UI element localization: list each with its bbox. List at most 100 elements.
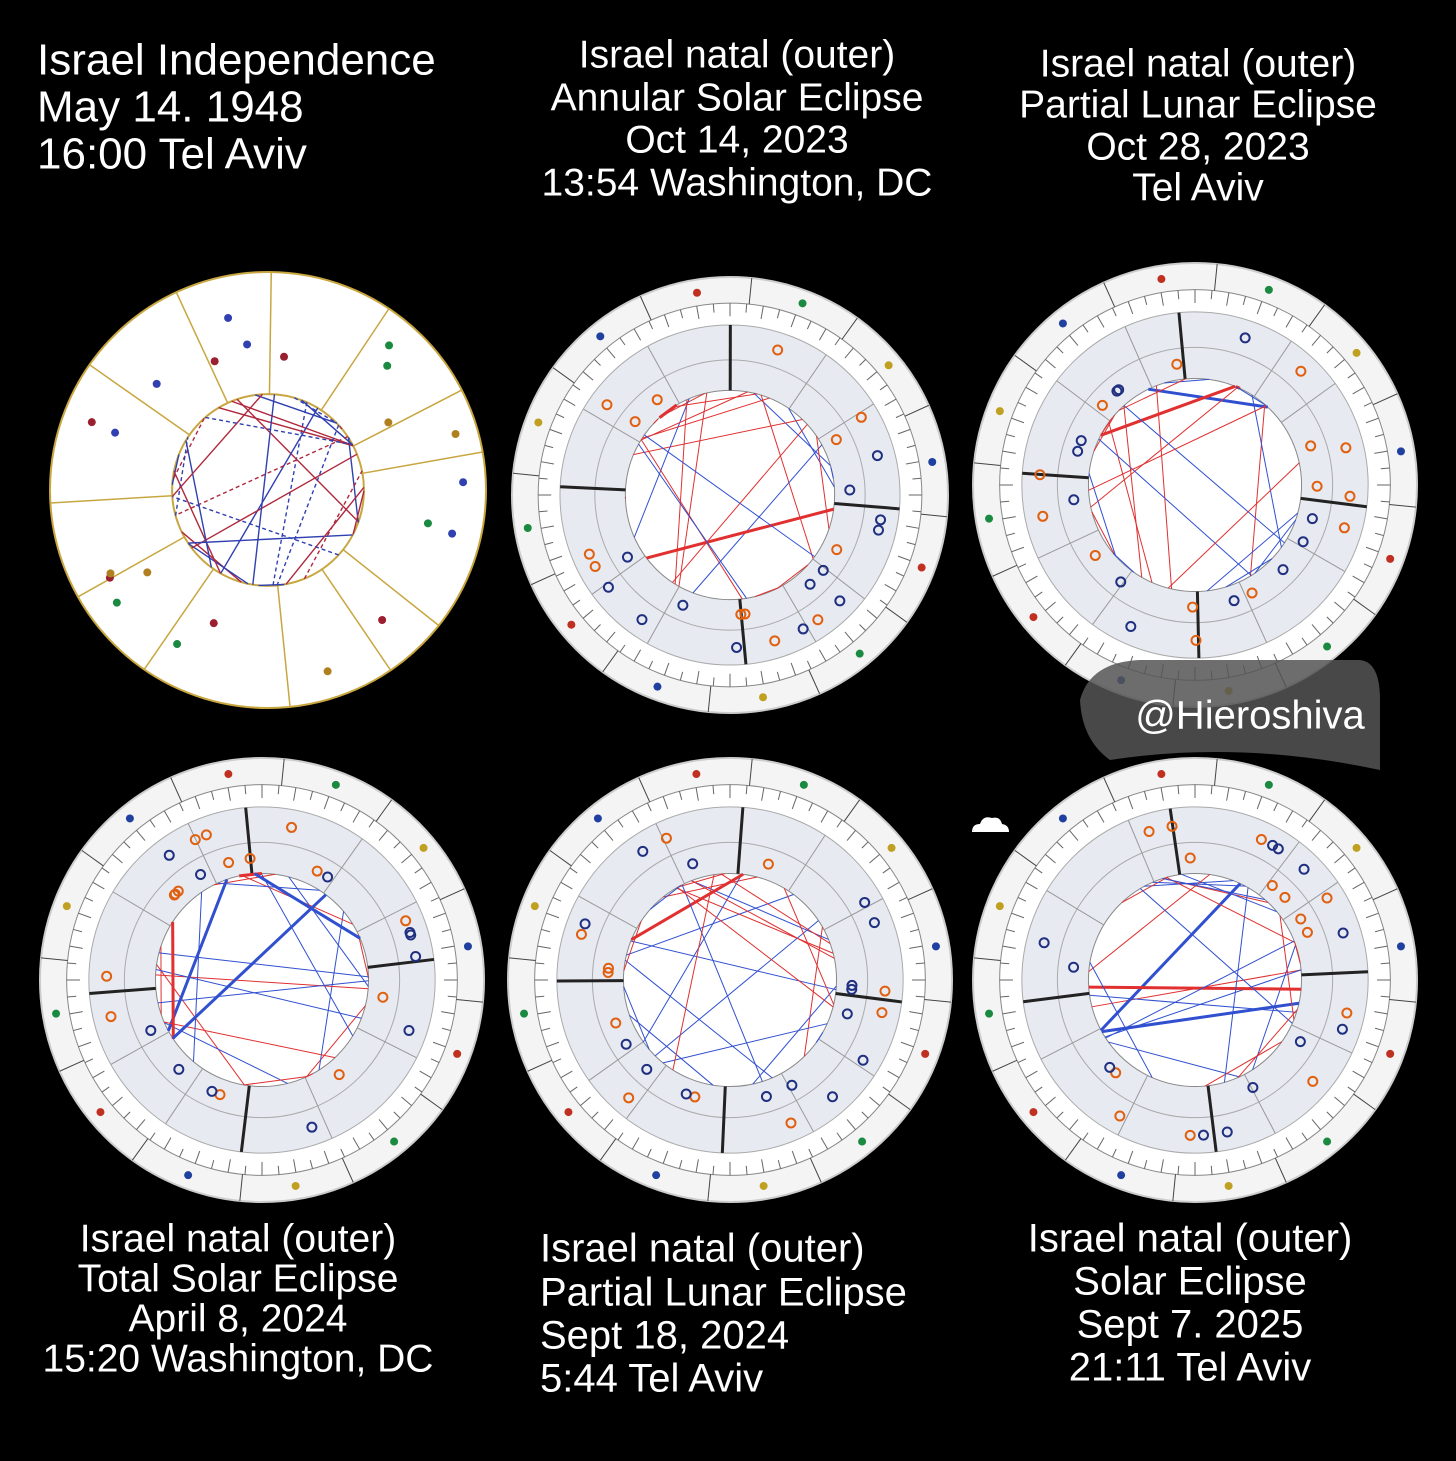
sign-glyph — [184, 1171, 192, 1179]
sign-glyph — [596, 332, 604, 340]
planet-glyph — [106, 569, 114, 577]
caption-line: Tel Aviv — [1132, 166, 1264, 209]
sign-glyph — [858, 1138, 866, 1146]
caption-line: Partial Lunar Eclipse — [1019, 83, 1377, 126]
sign-glyph — [63, 902, 71, 910]
sign-glyph — [1397, 447, 1405, 455]
sign-glyph — [800, 781, 808, 789]
caption-line: Israel natal (outer) — [80, 1217, 396, 1260]
caption-line: May 14. 1948 — [37, 83, 304, 132]
caption-line: Israel natal (outer) — [1040, 42, 1356, 85]
sign-glyph — [224, 770, 232, 778]
sign-glyph — [292, 1182, 300, 1190]
sign-glyph — [96, 1108, 104, 1116]
caption: Israel natal (outer) Annular Solar Eclip… — [542, 33, 933, 204]
caption-line: Oct 28, 2023 — [1086, 125, 1309, 168]
sign-glyph — [531, 902, 539, 910]
sign-glyph — [524, 524, 532, 532]
sign-glyph — [918, 564, 926, 572]
planet-glyph — [243, 340, 251, 348]
caption-line: Partial Lunar Eclipse — [540, 1271, 907, 1315]
sign-glyph — [856, 650, 864, 658]
sign-glyph — [885, 361, 893, 369]
sign-glyph — [888, 844, 896, 852]
sign-glyph — [564, 1108, 572, 1116]
planet-glyph — [211, 357, 219, 365]
sign-glyph — [1029, 1108, 1037, 1116]
sign-glyph — [1386, 1050, 1394, 1058]
caption-line: Israel natal (outer) — [1028, 1217, 1353, 1261]
caption-line: Israel natal (outer) — [540, 1227, 865, 1271]
sign-glyph — [996, 407, 1004, 415]
sign-glyph — [126, 814, 134, 822]
sign-glyph — [652, 1171, 660, 1179]
sign-glyph — [1059, 319, 1067, 327]
caption-line: Sept 7. 2025 — [1077, 1303, 1304, 1347]
aspect-line — [1089, 987, 1301, 989]
bi-wheel — [973, 758, 1417, 1202]
sign-glyph — [594, 814, 602, 822]
planet-glyph — [113, 599, 121, 607]
planet-glyph — [143, 568, 151, 576]
sign-glyph — [1386, 555, 1394, 563]
sign-glyph — [1265, 286, 1273, 294]
sign-glyph — [921, 1050, 929, 1058]
sign-glyph — [653, 683, 661, 691]
sign-glyph — [1353, 349, 1361, 357]
bi-wheel — [512, 277, 948, 713]
sign-glyph — [928, 458, 936, 466]
caption-line: April 8, 2024 — [129, 1297, 348, 1340]
planet-glyph — [459, 478, 467, 486]
caption-line: 15:20 Washington, DC — [43, 1337, 434, 1380]
sign-glyph — [534, 418, 542, 426]
planet-glyph — [383, 362, 391, 370]
planet-glyph — [224, 314, 232, 322]
caption-line: Israel natal (outer) — [579, 33, 895, 76]
caption-line: 16:00 Tel Aviv — [37, 130, 307, 179]
planet-glyph — [452, 430, 460, 438]
aspect-line — [258, 585, 284, 586]
caption-line: Total Solar Eclipse — [78, 1257, 399, 1300]
caption: Israel natal (outer) Solar Eclipse Sept … — [1028, 1217, 1353, 1390]
sign-glyph — [390, 1138, 398, 1146]
sign-glyph — [1265, 781, 1273, 789]
sign-glyph — [985, 1010, 993, 1018]
planet-glyph — [448, 530, 456, 538]
aspect-field — [1088, 873, 1301, 1086]
sign-glyph — [1059, 814, 1067, 822]
sign-glyph — [996, 902, 1004, 910]
planet-glyph — [111, 429, 119, 437]
watermark: @Hieroshiva — [1135, 694, 1365, 738]
caption-line: 5:44 Tel Aviv — [540, 1357, 763, 1401]
planet-glyph — [173, 640, 181, 648]
caption-line: Sept 18, 2024 — [540, 1314, 789, 1358]
sign-glyph — [1157, 770, 1165, 778]
sign-glyph — [567, 621, 575, 629]
sign-glyph — [692, 770, 700, 778]
planet-glyph — [385, 341, 393, 349]
caption: Israel natal (outer) Total Solar Eclipse… — [43, 1217, 434, 1380]
sign-glyph — [1225, 1182, 1233, 1190]
caption-line: Oct 14, 2023 — [625, 118, 848, 161]
sign-glyph — [799, 299, 807, 307]
sign-glyph — [1117, 1171, 1125, 1179]
caption-line: Solar Eclipse — [1073, 1260, 1306, 1304]
sign-glyph — [52, 1010, 60, 1018]
sign-glyph — [1323, 643, 1331, 651]
sign-glyph — [420, 844, 428, 852]
planet-glyph — [210, 619, 218, 627]
sign-glyph — [453, 1050, 461, 1058]
caption-line: Israel Independence — [37, 36, 436, 85]
house-cusp — [1197, 592, 1198, 659]
caption-line: Annular Solar Eclipse — [551, 76, 924, 119]
planet-glyph — [88, 418, 96, 426]
bi-wheel — [973, 263, 1417, 707]
sign-glyph — [985, 515, 993, 523]
sign-glyph — [760, 1182, 768, 1190]
planet-glyph — [384, 418, 392, 426]
planet-glyph — [324, 667, 332, 675]
sign-glyph — [1157, 275, 1165, 283]
sign-glyph — [932, 942, 940, 950]
bi-wheel — [40, 758, 484, 1202]
